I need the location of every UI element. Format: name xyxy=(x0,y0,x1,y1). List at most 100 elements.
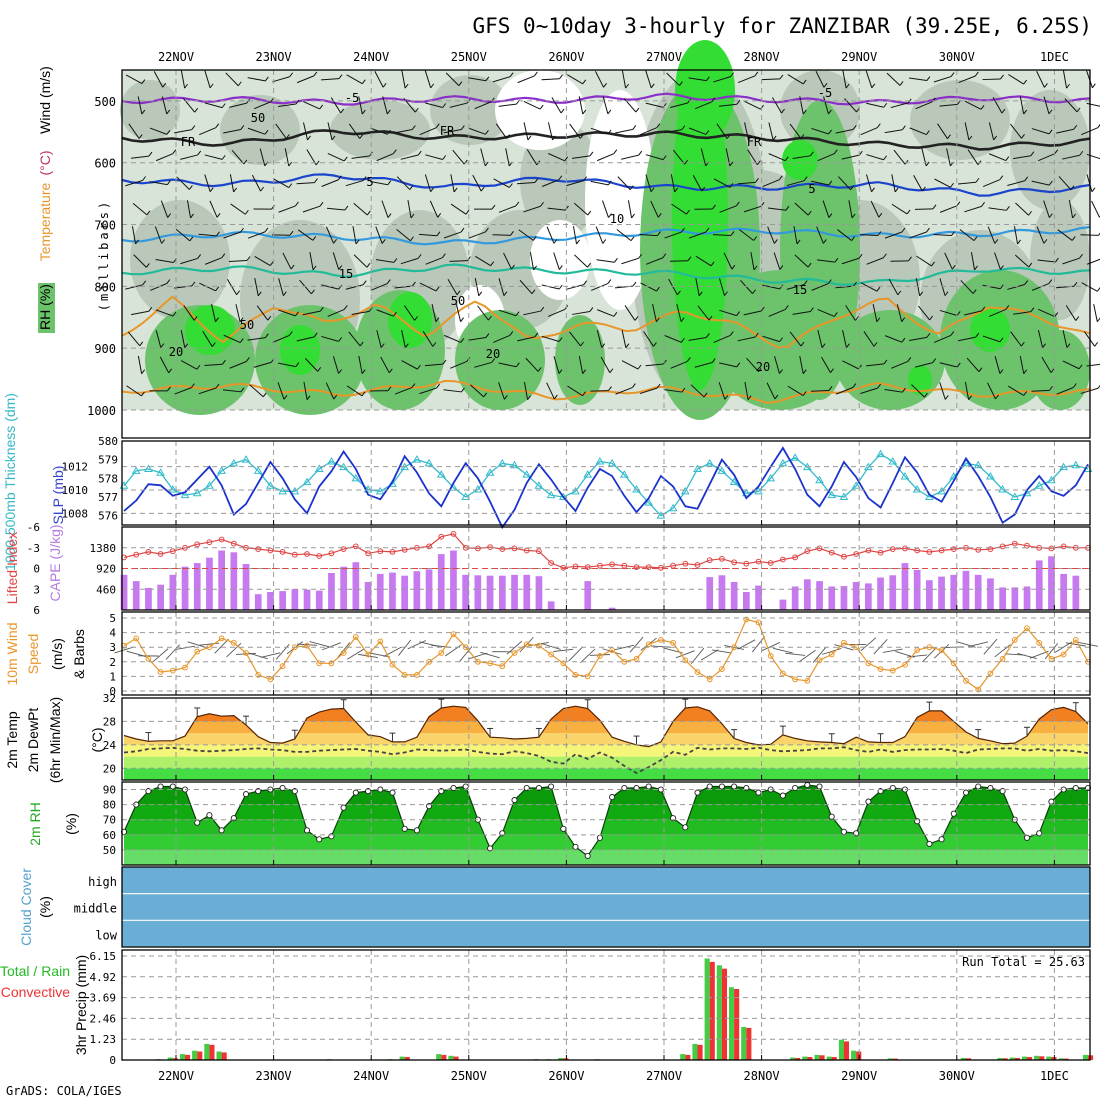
wind-barb xyxy=(811,283,829,291)
precip-total-bar xyxy=(838,1039,844,1060)
wind-barb xyxy=(1013,226,1019,245)
precip-convective-bar xyxy=(1063,1058,1069,1060)
wind-barb-flag xyxy=(705,76,710,81)
thickness-point xyxy=(607,458,617,467)
li-point xyxy=(682,560,689,567)
wind-barb-flag xyxy=(852,383,857,388)
rh-region-dry xyxy=(530,220,590,300)
li-point xyxy=(841,553,847,560)
wind-barb-flag xyxy=(467,256,471,261)
wind-barb-flag xyxy=(1000,74,1004,80)
wind-barb xyxy=(149,127,168,135)
thickness-point xyxy=(815,475,824,484)
below-surface xyxy=(122,410,1090,438)
wind-barb xyxy=(893,149,906,165)
wind-barb xyxy=(1019,355,1025,374)
li-point xyxy=(999,543,1006,550)
wind-barb-flag xyxy=(260,186,265,192)
wind-barb-flag xyxy=(436,231,441,237)
cape-bar xyxy=(718,575,726,610)
wind-barb-flag xyxy=(1023,109,1028,115)
wind-barb-flag xyxy=(317,367,322,372)
li-point xyxy=(719,555,725,562)
wind-barb xyxy=(404,305,415,321)
wind-barb xyxy=(719,205,737,213)
wind-barb xyxy=(595,226,604,244)
wind-barb xyxy=(1031,283,1050,291)
wind-barb xyxy=(688,336,707,341)
wind-barb-flag xyxy=(553,394,558,400)
wind-barb xyxy=(640,282,657,292)
li-point xyxy=(889,546,896,552)
wind-barb xyxy=(645,363,664,367)
precip-convective-bar xyxy=(746,1027,752,1060)
wind-barb xyxy=(376,259,394,263)
wind-barb-flag xyxy=(784,305,789,310)
cape-bar xyxy=(804,579,811,610)
precip-tick-label: 3.69 xyxy=(90,992,117,1005)
wind-barb-flag xyxy=(607,180,612,186)
wind-barb xyxy=(723,252,733,270)
cape-bar xyxy=(1060,573,1067,610)
wind-barb xyxy=(1056,387,1074,395)
wind-barb xyxy=(553,252,560,270)
wind-tick-label: 2 xyxy=(109,656,116,669)
wind-barb xyxy=(155,153,174,162)
wind-barb-10m xyxy=(1044,643,1059,660)
wind-barb xyxy=(199,282,216,292)
wind-barb xyxy=(964,310,982,316)
wind-barb xyxy=(204,363,223,367)
wind-barb-flag xyxy=(240,125,245,130)
wind-barb xyxy=(939,382,946,400)
wind-barb xyxy=(988,207,1007,211)
wind-barb-flag xyxy=(432,342,437,347)
wind-barb xyxy=(424,70,432,89)
wind-barb xyxy=(449,102,468,108)
wind-barb-flag xyxy=(830,368,834,373)
wind-barb xyxy=(183,305,195,321)
wind-barb-flag xyxy=(221,253,226,258)
wind-barb-flag xyxy=(981,306,986,312)
wind-barb-flag xyxy=(343,305,348,310)
wind-speed-point xyxy=(328,660,335,667)
wind-barb-flag xyxy=(222,359,226,365)
wind-barb-flag xyxy=(638,150,643,156)
li-point xyxy=(145,549,152,555)
date-label-bottom: 22NOV xyxy=(158,1069,194,1083)
cape-bar xyxy=(730,582,738,610)
precip-convective-bar xyxy=(843,1041,849,1060)
rh-point xyxy=(755,789,762,796)
wind-barb xyxy=(964,122,970,141)
wind-barb-flag xyxy=(361,79,366,85)
wind-barb-flag xyxy=(828,129,832,135)
wind-barb-flag xyxy=(1066,343,1071,348)
wind-barb xyxy=(650,200,659,218)
precip-frame xyxy=(121,949,1091,1061)
thickness-point xyxy=(1047,475,1056,484)
wind-barb xyxy=(370,127,388,135)
wind-barb xyxy=(155,309,174,317)
wind-speed-point xyxy=(218,635,225,642)
li-point xyxy=(450,531,457,537)
wind-barb-flag xyxy=(852,125,857,130)
wind-barb-flag xyxy=(463,159,468,165)
li-point xyxy=(902,545,908,552)
wind-speed-point xyxy=(975,686,982,693)
precip-tick-label: 2.46 xyxy=(90,1012,117,1025)
thickness-point xyxy=(412,455,422,463)
date-label-top: 24NOV xyxy=(353,50,389,64)
wind-barb-flag xyxy=(240,227,244,233)
wind-barb xyxy=(966,357,980,372)
li-point xyxy=(560,564,567,571)
wind-barb xyxy=(639,234,658,237)
wind-barb xyxy=(468,337,486,341)
wind-barb xyxy=(374,71,384,88)
rh-point xyxy=(413,827,420,834)
temp-tick-label: 32 xyxy=(103,692,116,705)
wind-barb-flag xyxy=(343,156,348,162)
wind-barb xyxy=(278,278,284,296)
wind-barb xyxy=(424,174,432,192)
wind-barb xyxy=(523,100,541,110)
wind-barb xyxy=(275,123,287,139)
wind-barb-flag xyxy=(456,290,461,296)
